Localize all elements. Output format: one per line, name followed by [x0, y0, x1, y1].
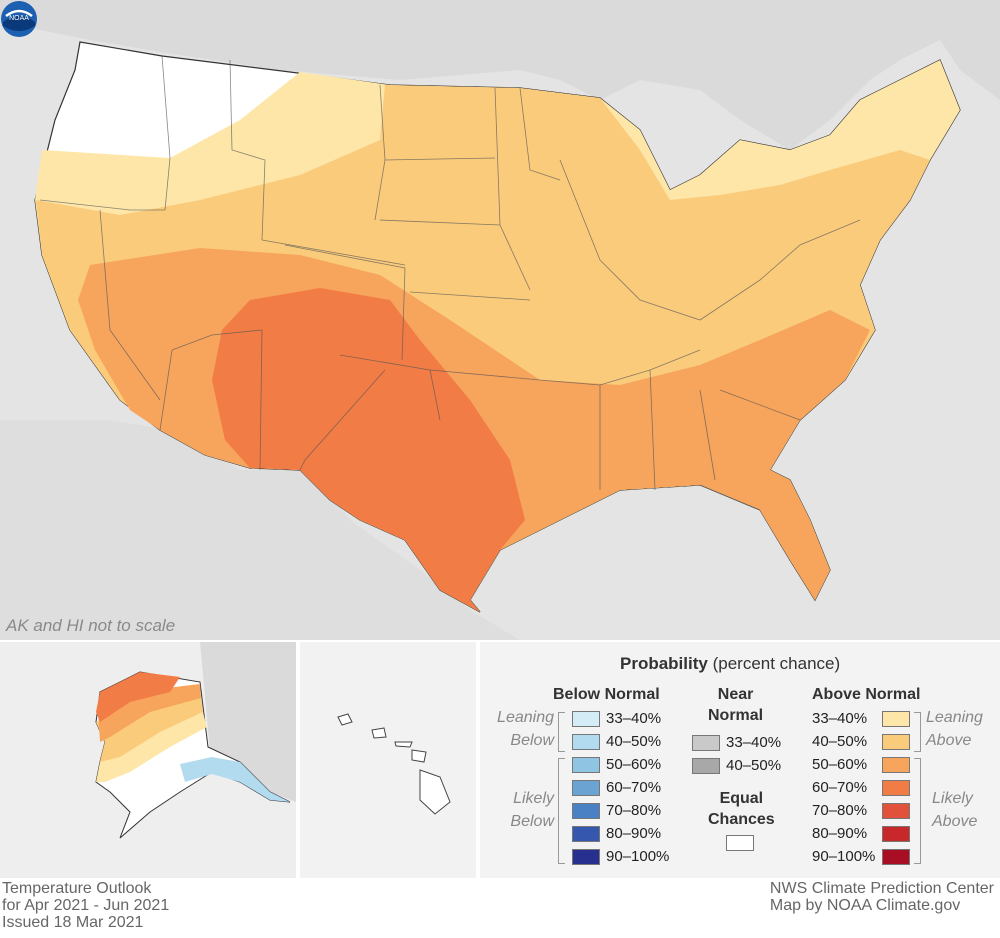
ak-above-60-70 [96, 672, 180, 722]
legend-panel: Probability (percent chance) Below Norma… [480, 642, 1000, 878]
hawaii-map [337, 713, 451, 815]
footer-credit: Map by NOAA Climate.gov [769, 897, 961, 914]
hi-maui [411, 749, 427, 763]
below-swatch-6 [572, 849, 600, 865]
legend-title: Probability (percent chance) [620, 654, 840, 674]
likely-below-l1: Likely [513, 790, 554, 807]
conus-map: AK and HI not to scale NOAA [0, 0, 1000, 640]
ak-below-zone [180, 757, 290, 802]
above-swatch-3 [882, 780, 910, 796]
below-label-4: 70–80% [606, 802, 662, 819]
hi-oahu [371, 727, 387, 739]
bracket-likely-above [914, 758, 921, 864]
hi-kauai [337, 713, 353, 726]
near-heading-line2: Normal [708, 707, 764, 724]
canada-land-ak [200, 642, 296, 802]
below-label-0: 33–40% [606, 710, 662, 727]
below-swatch-4 [572, 803, 600, 819]
leaning-above-l2: Above [926, 732, 972, 749]
above-label-4: 70–80% [812, 802, 868, 819]
near-label-1: 40–50% [726, 757, 782, 774]
state-borders [39, 55, 861, 511]
above-swatch-6 [882, 849, 910, 865]
above-label-5: 80–90% [812, 825, 868, 842]
above-swatch-2 [882, 757, 910, 773]
above-normal-heading: Above Normal [812, 686, 921, 703]
above-swatch-4 [882, 803, 910, 819]
bracket-likely-below [558, 758, 565, 864]
footer-right: NWS Climate Prediction Center Map by NOA… [770, 880, 994, 914]
noaa-logo-icon: NOAA [1, 1, 37, 37]
alaska-map [95, 642, 296, 839]
likely-above-l2: Above [932, 813, 978, 830]
below-label-3: 60–70% [606, 779, 662, 796]
likely-below-label: Likely Below [490, 787, 554, 833]
below-normal-heading: Below Normal [553, 686, 660, 703]
above-swatch-5 [882, 826, 910, 842]
svg-text:NOAA: NOAA [9, 15, 29, 22]
conus-map-svg [0, 0, 1000, 640]
footer-title: Temperature Outlook [2, 880, 152, 897]
likely-below-l2: Below [510, 813, 554, 830]
above-label-0: 33–40% [812, 710, 868, 727]
below-label-2: 50–60% [606, 756, 662, 773]
above-label-3: 60–70% [812, 779, 868, 796]
footer-issued: Issued 18 Mar 2021 [2, 914, 144, 931]
equal-chances-heading: Equal Chances [708, 788, 775, 830]
scale-note: AK and HI not to scale [6, 616, 176, 635]
equal-heading-line2: Chances [708, 811, 775, 828]
bracket-leaning-below [558, 712, 565, 752]
below-label-5: 80–90% [606, 825, 662, 842]
canada-land [0, 0, 1000, 150]
footer-left: Temperature Outlook for Apr 2021 - Jun 2… [2, 880, 169, 931]
above-swatch-0 [882, 711, 910, 727]
below-swatch-2 [572, 757, 600, 773]
hi-molokai [394, 741, 413, 748]
likely-above-label: Likely Above [932, 787, 977, 833]
leaning-below-l2: Below [510, 732, 554, 749]
hawaii-inset [300, 642, 476, 878]
above-swatch-1 [882, 734, 910, 750]
near-swatch-0 [692, 735, 720, 751]
leaning-below-l1: Leaning [497, 709, 554, 726]
mexico-land [0, 420, 520, 640]
below-swatch-3 [572, 780, 600, 796]
near-swatch-1 [692, 758, 720, 774]
above-label-1: 40–50% [812, 733, 868, 750]
above-label-2: 50–60% [812, 756, 868, 773]
ak-above-50-60 [98, 684, 201, 742]
legend-title-rest: (percent chance) [712, 654, 841, 673]
below-swatch-0 [572, 711, 600, 727]
equal-heading-line1: Equal [719, 790, 764, 807]
near-label-0: 33–40% [726, 734, 782, 751]
equal-chances-swatch [726, 835, 754, 851]
leaning-below-label: Leaning Below [490, 706, 554, 752]
leaning-above-l1: Leaning [926, 709, 983, 726]
leaning-above-label: Leaning Above [926, 706, 983, 752]
below-swatch-5 [572, 826, 600, 842]
below-swatch-1 [572, 734, 600, 750]
legend-title-bold: Probability [620, 654, 708, 673]
below-label-6: 90–100% [606, 848, 670, 865]
near-heading-line1: Near [717, 686, 754, 703]
hi-big-island [419, 769, 451, 815]
near-normal-heading: Near Normal [708, 684, 763, 726]
ak-above-40-50 [96, 690, 203, 762]
footer-period: for Apr 2021 - Jun 2021 [2, 897, 170, 914]
alaska-inset [0, 642, 296, 878]
below-label-1: 40–50% [606, 733, 662, 750]
likely-above-l1: Likely [932, 790, 973, 807]
bracket-leaning-above [914, 712, 921, 752]
above-label-6: 90–100% [812, 848, 876, 865]
zone-above-60-70 [212, 288, 525, 612]
footer-source: NWS Climate Prediction Center [769, 880, 994, 897]
